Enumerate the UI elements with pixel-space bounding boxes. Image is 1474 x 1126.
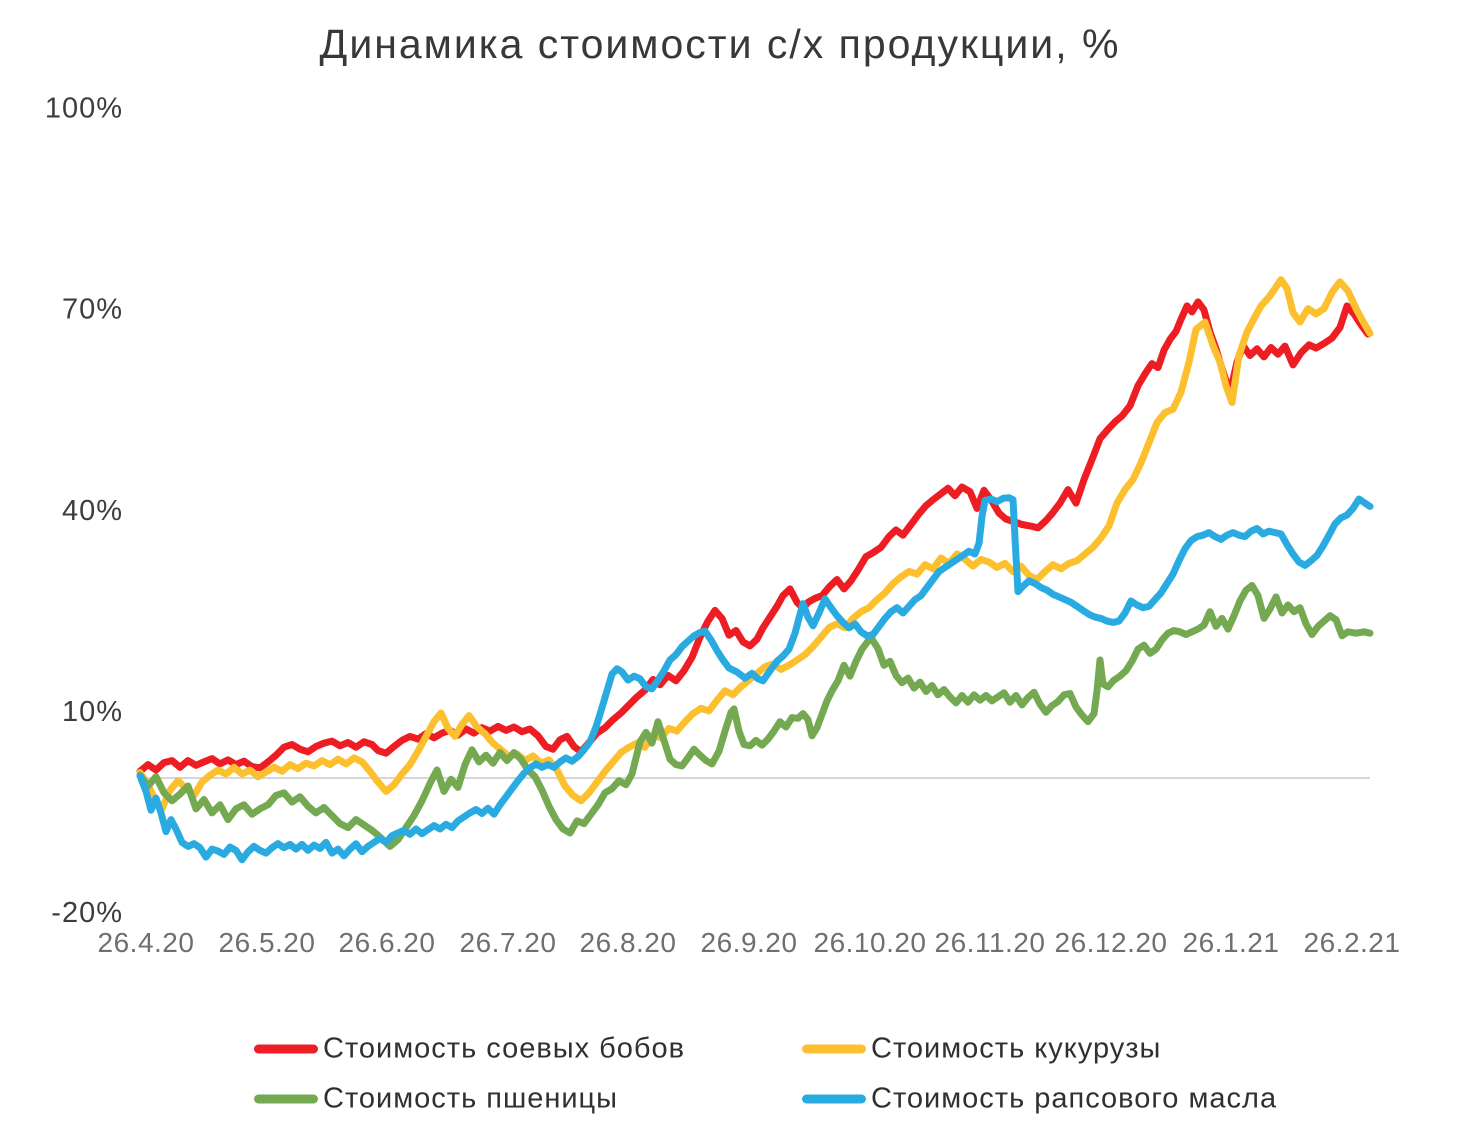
series-line-rapeseed-oil	[136, 494, 1374, 864]
x-axis-tick-label: 26.5.20	[219, 927, 316, 958]
legend-item-rapeseed-oil: Стоимость рапсового масла	[802, 1083, 1277, 1116]
y-axis-tick-label: 40%	[62, 495, 123, 527]
legend-item-wheat: Стоимость пшеницы	[254, 1083, 618, 1116]
legend-label-wheat: Стоимость пшеницы	[323, 1082, 619, 1115]
x-axis-tick-label: 26.9.20	[701, 927, 798, 958]
x-axis-tick-label: 26.11.20	[935, 927, 1046, 958]
y-axis-tick-label: -20%	[51, 897, 123, 929]
legend-swatch-rapeseed-oil	[802, 1094, 866, 1104]
x-axis-tick-label: 26.4.20	[98, 927, 195, 958]
x-axis-tick-label: 26.7.20	[460, 927, 557, 958]
x-axis-tick-label: 26.12.20	[1055, 927, 1168, 958]
y-axis-tick-label: 10%	[62, 696, 123, 728]
chart-title: Динамика стоимости с/х продукции, %	[319, 21, 1121, 67]
series-line-soybeans	[136, 298, 1372, 775]
series-line-wheat	[136, 582, 1374, 850]
y-axis-tick-label: 100%	[45, 92, 123, 124]
legend-item-corn: Стоимость кукурузы	[802, 1033, 1161, 1066]
y-axis-tick-label: 70%	[62, 294, 123, 326]
legend-swatch-wheat	[254, 1094, 318, 1104]
legend-label-rapeseed-oil: Стоимость рапсового масла	[871, 1082, 1278, 1115]
legend-item-soybeans: Стоимость соевых бобов	[254, 1033, 685, 1066]
x-axis-tick-label: 26.1.21	[1183, 927, 1280, 958]
legend-label-soybeans: Стоимость соевых бобов	[323, 1032, 686, 1065]
x-axis-tick-label: 26.8.20	[580, 927, 677, 958]
x-axis-tick-label: 26.6.20	[339, 927, 436, 958]
legend-swatch-corn	[802, 1044, 866, 1054]
x-axis-tick-label: 26.2.21	[1304, 927, 1401, 958]
legend-label-corn: Стоимость кукурузы	[871, 1032, 1162, 1065]
legend-swatch-soybeans	[254, 1044, 318, 1054]
x-axis-tick-label: 26.10.20	[814, 927, 927, 958]
